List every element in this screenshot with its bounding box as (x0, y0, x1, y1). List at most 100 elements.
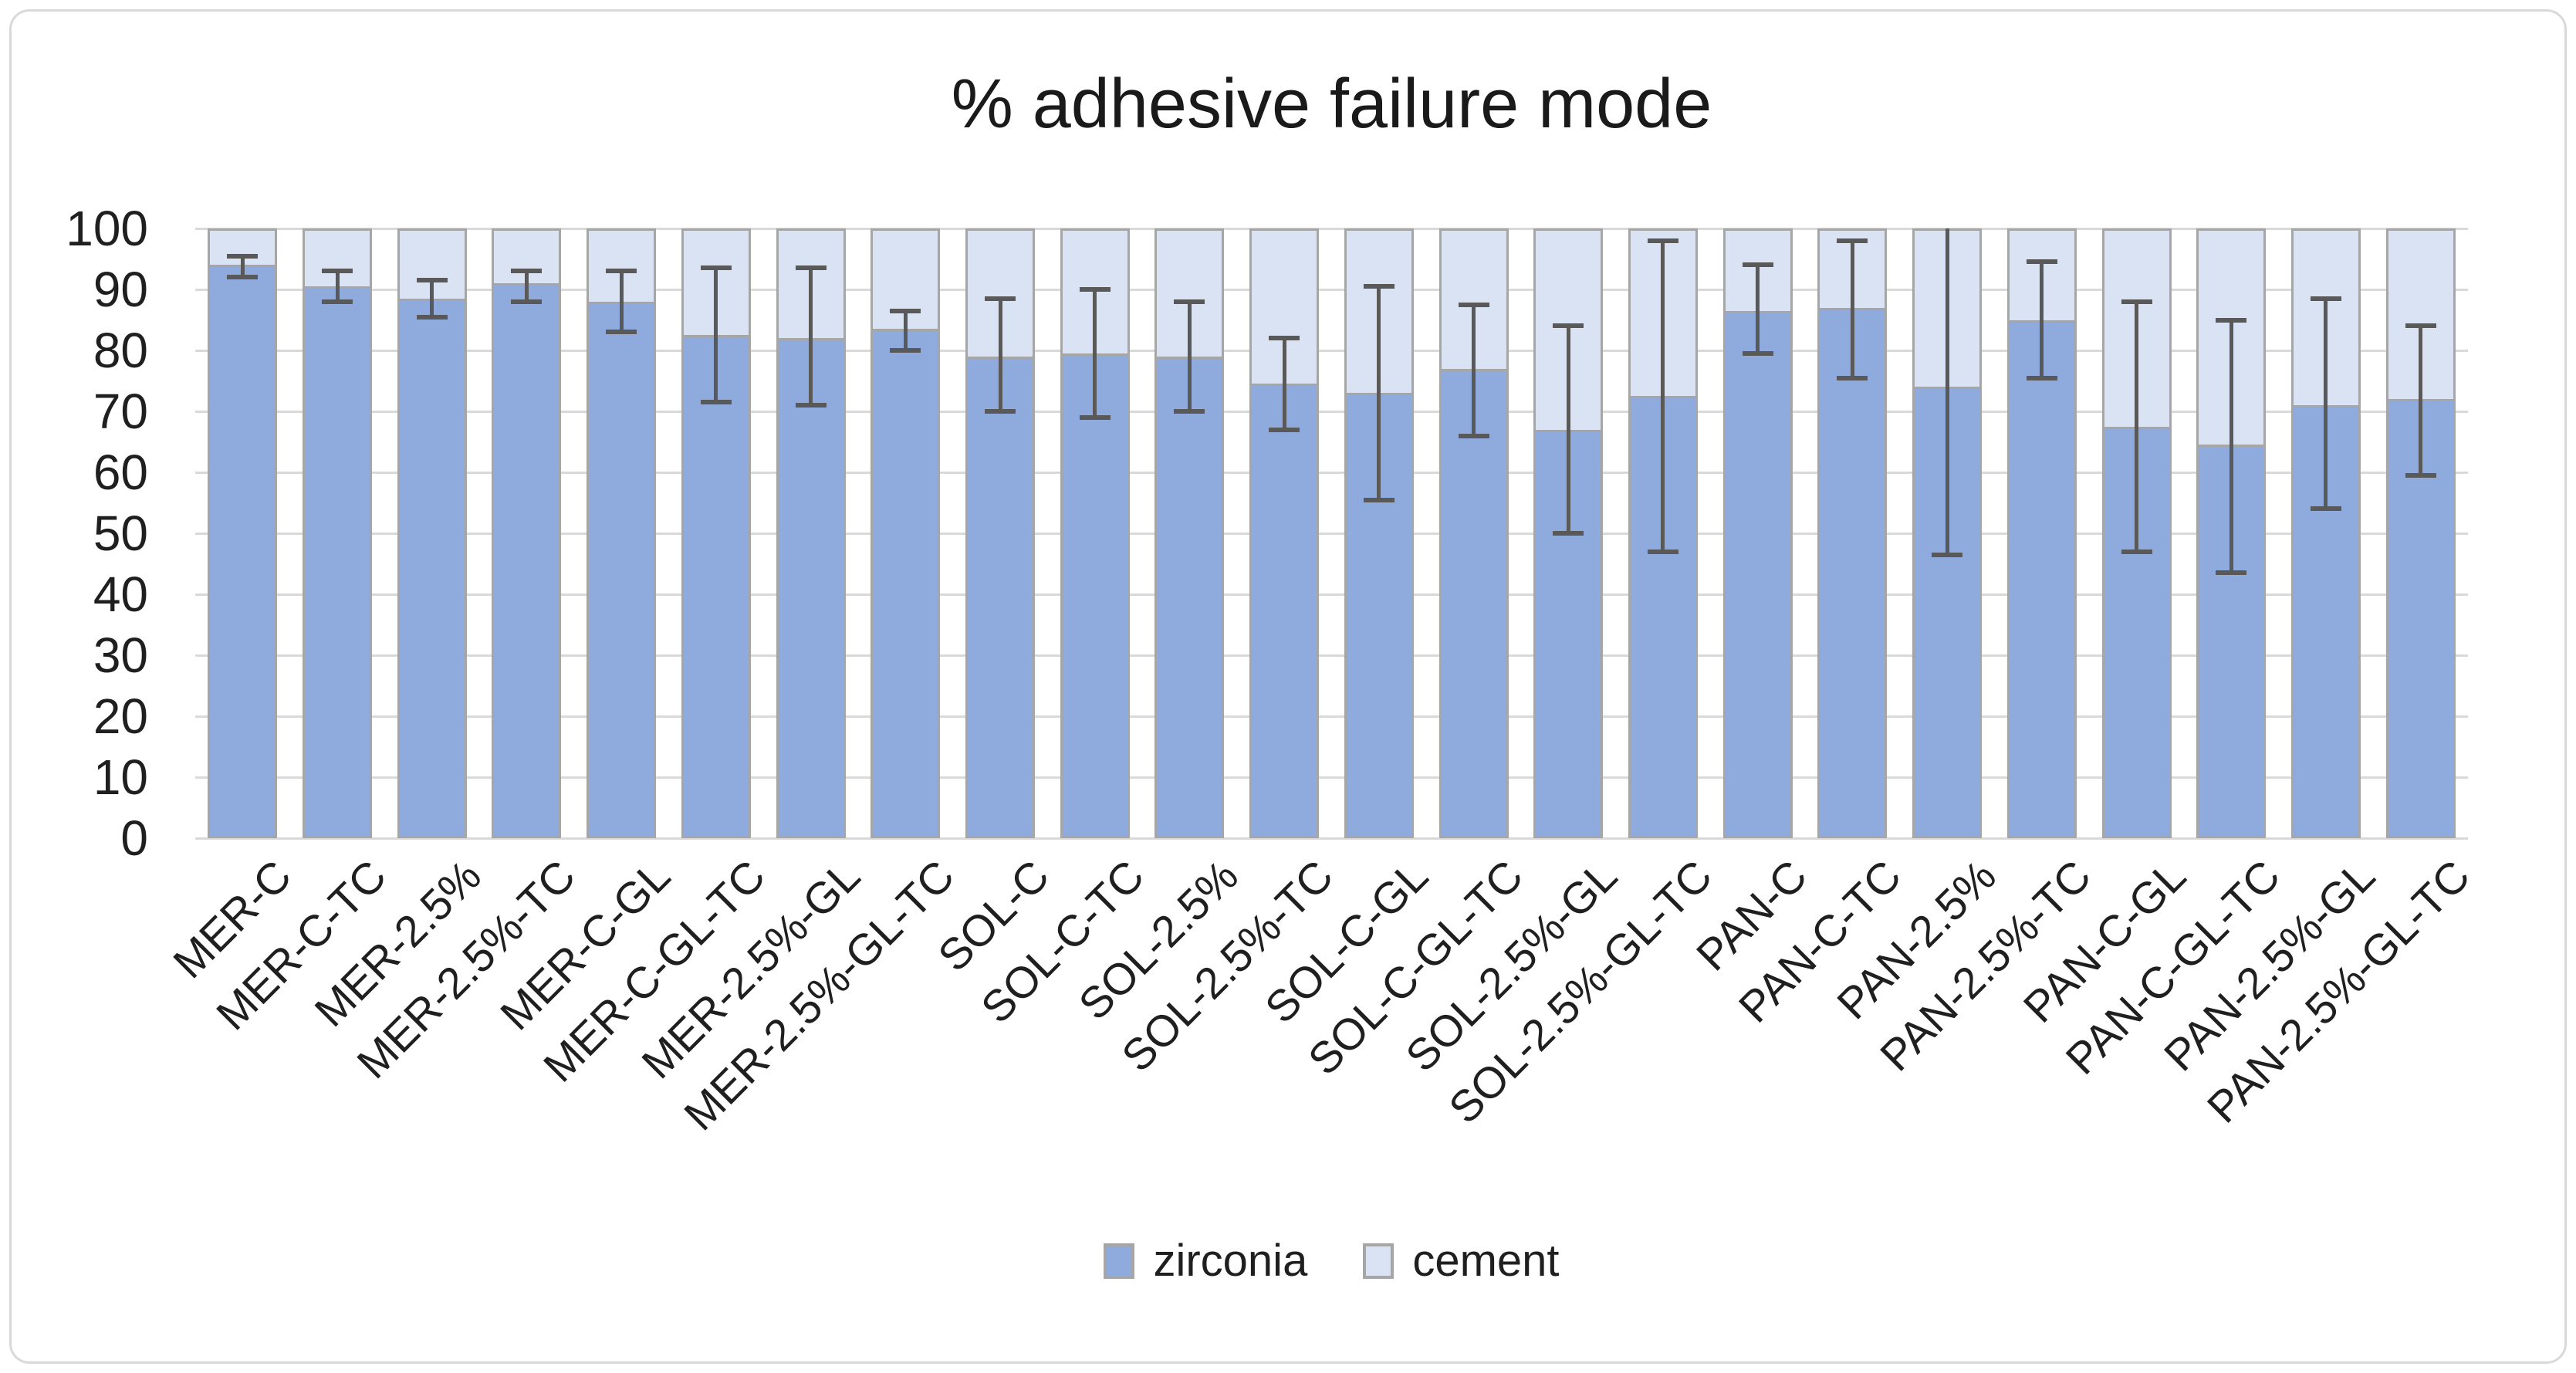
error-bar-top-cap (700, 265, 732, 271)
error-bar-line (1377, 286, 1381, 500)
error-bar-top-cap (606, 269, 637, 274)
y-tick-label: 20 (93, 688, 148, 744)
y-tick-label: 70 (93, 384, 148, 439)
error-bar-top-cap (2310, 296, 2341, 301)
legend-item: zirconia (1104, 1235, 1307, 1287)
error-bar-bottom-cap (1174, 409, 1205, 414)
error-bar-bottom-cap (890, 348, 921, 353)
error-bar-bottom-cap (1269, 427, 1300, 432)
bar-column (587, 228, 657, 838)
legend-label: zirconia (1153, 1236, 1308, 1286)
error-bar-top-cap (1363, 284, 1394, 289)
error-bar-top-cap (1553, 323, 1584, 329)
bar-column (303, 228, 373, 838)
error-bar-bottom-cap (416, 314, 448, 320)
bar-segment-zirconia (1817, 307, 1888, 838)
bar-column (870, 228, 941, 838)
error-bar-top-cap (1458, 302, 1489, 307)
bar-segment-zirconia (1154, 356, 1225, 838)
error-bar-bottom-cap (2026, 375, 2057, 380)
y-tick-label: 90 (93, 262, 148, 317)
error-bar-line (2040, 262, 2044, 378)
error-bar-top-cap (985, 296, 1016, 301)
error-bar-line (1756, 265, 1760, 353)
bar-segment-zirconia (303, 286, 373, 838)
error-bar-top-cap (890, 308, 921, 313)
bar-segment-zirconia (1438, 368, 1509, 838)
y-gridline (195, 776, 2468, 779)
error-bar-top-cap (1269, 336, 1300, 341)
error-bar-top-cap (2216, 317, 2247, 323)
bar-column (492, 228, 562, 838)
y-gridline (195, 532, 2468, 535)
bar-column (681, 228, 751, 838)
bar-column (1249, 228, 1320, 838)
error-bar-top-cap (2405, 323, 2436, 329)
error-bar-bottom-cap (2405, 472, 2436, 478)
error-bar-bottom-cap (606, 330, 637, 335)
y-tick-label: 40 (93, 566, 148, 622)
y-tick-label: 100 (66, 201, 148, 256)
error-bar-bottom-cap (511, 299, 543, 304)
error-bar-bottom-cap (1647, 549, 1678, 554)
y-gridline (195, 288, 2468, 291)
error-bar-line (2229, 320, 2233, 573)
y-tick-label: 50 (93, 506, 148, 561)
error-bar-line (2324, 298, 2328, 509)
y-tick-label: 0 (120, 810, 148, 866)
y-gridline (195, 593, 2468, 596)
bar-column (776, 228, 846, 838)
y-tick-label: 80 (93, 323, 148, 378)
error-bar-line (714, 268, 718, 403)
bar-column (208, 228, 278, 838)
error-bar-top-cap (416, 278, 448, 283)
error-bar-top-cap (322, 269, 353, 274)
bar-column (2385, 228, 2456, 838)
error-bar-top-cap (1837, 238, 1868, 243)
error-bar-top-cap (1079, 287, 1111, 292)
error-bar-line (903, 310, 908, 350)
error-bar-top-cap (227, 253, 259, 259)
error-bar-line (335, 271, 340, 302)
bar-column (397, 228, 467, 838)
bar-column (1154, 228, 1225, 838)
error-bar-top-cap (1742, 262, 1773, 268)
error-bar-bottom-cap (795, 403, 827, 408)
bar-segment-zirconia (1722, 310, 1793, 838)
error-bar-top-cap (2026, 259, 2057, 265)
error-bar-bottom-cap (700, 400, 732, 405)
bar-segment-zirconia (208, 265, 278, 838)
y-gridline (195, 837, 2468, 840)
bar-column (965, 228, 1036, 838)
legend-swatch (1104, 1243, 1135, 1279)
error-bar-top-cap (1647, 238, 1678, 243)
error-bar-line (1187, 301, 1192, 411)
y-gridline (195, 471, 2468, 474)
error-bar-line (430, 280, 434, 317)
plot-area (195, 227, 2468, 840)
error-bar-line (2419, 326, 2423, 475)
error-bar-line (524, 271, 529, 302)
error-bar-line (998, 298, 1002, 411)
y-gridline (195, 349, 2468, 352)
error-bar-bottom-cap (1458, 433, 1489, 438)
bar-segment-zirconia (965, 356, 1036, 838)
y-gridline (195, 410, 2468, 413)
y-gridline (195, 654, 2468, 657)
error-bar-line (240, 255, 245, 278)
error-bar-bottom-cap (2310, 506, 2341, 512)
bar-segment-zirconia (492, 283, 562, 838)
bar-segment-zirconia (776, 338, 846, 838)
error-bar-top-cap (2121, 299, 2152, 304)
bar-segment-zirconia (1060, 353, 1130, 838)
chart-title: % adhesive failure mode (951, 66, 1712, 143)
bar-segment-zirconia (870, 329, 941, 838)
bar-segment-zirconia (587, 301, 657, 838)
bar-column (1060, 228, 1130, 838)
error-bar-bottom-cap (985, 409, 1016, 414)
error-bar-line (1282, 338, 1286, 430)
bar-segment-zirconia (681, 335, 751, 838)
legend-swatch (1363, 1243, 1394, 1279)
chart-border (9, 9, 2567, 1364)
